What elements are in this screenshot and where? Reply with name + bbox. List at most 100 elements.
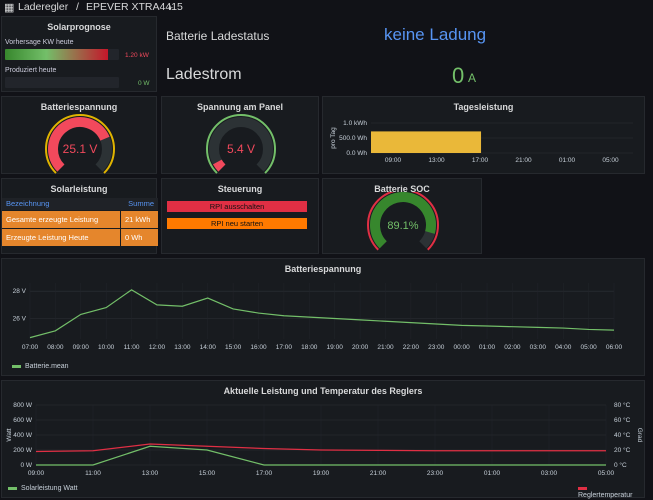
x-tick-label: 18:00 [301,344,318,351]
y-tick-label: 800 W [13,402,33,409]
x-tick-label: 23:00 [428,344,445,351]
dashboard-title[interactable]: EPEVER XTRA4415 [86,1,183,13]
y-tick-label: 1.0 kWh [343,120,367,127]
legend-swatch [578,486,587,490]
status-value: keine Ladung [384,25,487,44]
panel-leistung-temperatur: Aktuelle Leistung und Temperatur des Reg… [1,380,645,499]
gauge-threshold-ring [45,114,115,174]
table-cell: Gesamte erzeugte Leistung [2,209,121,228]
panel-batteriespannung-timeseries: Batteriespannung 07:00 08:00 09:00 10:00 11:… [1,258,645,376]
x-tick-label: 13:00 [142,470,159,477]
apps-icon[interactable]: ▦ [4,2,15,14]
x-tick-label: 04:00 [555,344,572,351]
panel-tagesleistung: Tagesleistung 1.0 kWh 500.0 Wh 0.0 Wh 09:00… [322,96,645,174]
y-tick-label-right: 0 °C [614,461,627,469]
x-tick-label: 19:00 [327,344,344,351]
table-cell: 0 Wh [120,227,158,246]
y-tick-label: 0 W [20,462,32,469]
panel-voltage-gauge: 5.4 V [206,114,276,174]
x-tick-label: 09:00 [73,344,90,351]
x-tick-label: 01:00 [484,470,501,477]
y-axis-label-right: Grad [636,428,643,443]
x-tick-label: 13:00 [428,157,445,164]
gauge-value-arc [370,192,436,249]
panel-spannung-panel: Spannung am Panel 5.4 V [161,96,319,174]
x-tick-label: 13:00 [174,344,191,351]
produced-value: 0 W [138,80,150,87]
x-tick-label: 02:00 [504,344,521,351]
series-line [29,289,615,339]
x-tick-label: 07:00 [22,344,39,351]
y-tick-label: 400 W [13,432,33,439]
legend-item[interactable]: Reglertemperatur [578,485,644,499]
y-axis-label: pro Tag [330,127,337,149]
rpi-restart-button[interactable]: RPI neu starten [167,218,307,229]
panel-batteriespannung: Batteriespannung 25.1 V [1,96,157,174]
panel-title: Tagesleistung [453,102,514,112]
daily-energy-bar [371,131,482,153]
battery-soc-gauge: 89.1% [367,192,439,251]
legend-label: Reglertemperatur [578,492,633,499]
table-cell: Erzeugte Leistung Heute [2,227,121,246]
battery-voltage-timeseries: 07:00 08:00 09:00 10:00 11:00 12:00 13:00 14:00… [13,283,623,351]
x-tick-label: 14:00 [200,344,217,351]
ladestrom-unit: A [468,71,477,85]
legend-label: Solarleistung Watt [21,485,78,492]
legend-swatch [8,486,17,490]
ladestrom-label: Ladestrom [166,66,242,83]
panel-title: Batteriespannung [284,264,362,274]
gauge-value-arc [48,117,110,172]
legend-label: Batterie.mean [25,363,69,370]
table-row: Erzeugte Leistung Heute 0 Wh [2,227,158,246]
x-tick-label: 17:00 [472,157,489,164]
x-tick-label: 17:00 [276,344,293,351]
gauge-value-text: 5.4 V [227,142,255,156]
breadcrumb-separator: / [76,1,79,13]
y-tick-label: 0.0 Wh [346,150,367,157]
x-tick-label: 08:00 [47,344,64,351]
forecast-label: Vorhersage KW heute [5,39,74,46]
x-tick-label: 09:00 [385,157,402,164]
x-tick-label: 21:00 [515,157,532,164]
column-header-bezeichnung[interactable]: Bezeichnung [6,199,50,209]
panel-solarleistung: Solarleistung Bezeichnung Summe Gesamte … [1,178,158,254]
x-tick-label: 00:00 [454,344,471,351]
panel-title: Spannung am Panel [196,102,283,112]
series-line [36,445,606,466]
power-temperature-timeseries: 09:00 11:00 13:00 15:00 17:00 19:00 21:00 23:00… [6,401,643,477]
forecast-bar [5,49,119,60]
y-tick-label: 600 W [13,417,33,424]
panel-title: Solarprognose [47,22,111,32]
x-tick-label: 05:00 [598,470,615,477]
share-icon[interactable]: ⨨ [168,2,174,12]
x-tick-label: 11:00 [85,470,101,477]
x-tick-label: 12:00 [149,344,166,351]
x-tick-label: 09:00 [28,470,45,477]
x-tick-label: 01:00 [479,344,496,351]
table-cell: 21 kWh [120,209,158,228]
gauge-value-text: 25.1 V [63,142,98,156]
legend-item[interactable]: Solarleistung Watt [8,485,78,492]
y-tick-label: 26 V [13,316,27,323]
rpi-shutdown-button[interactable]: RPI ausschalten [167,201,307,212]
y-tick-label-right: 80 °C [614,401,631,409]
series-line [35,443,606,453]
gauge-track [209,117,273,172]
x-tick-label: 05:00 [602,157,619,164]
y-tick-label-right: 20 °C [614,446,631,454]
gauge-value-arc [212,159,226,172]
y-axis-label-left: Watt [6,428,13,441]
column-header-summe[interactable]: Summe [128,199,154,209]
panel-title: Batterie SOC [374,184,430,194]
x-tick-label: 03:00 [530,344,547,351]
panel-title: Solarleistung [50,184,108,194]
x-tick-label: 03:00 [541,470,558,477]
legend-item[interactable]: Batterie.mean [12,363,69,370]
x-tick-label: 01:00 [559,157,576,164]
x-tick-label: 21:00 [370,470,387,477]
y-tick-label: 28 V [13,288,27,295]
breadcrumb-folder[interactable]: Laderegler [18,1,69,13]
x-tick-label: 05:00 [580,344,597,351]
panel-title: Aktuelle Leistung und Temperatur des Reg… [223,386,423,396]
x-tick-label: 19:00 [313,470,330,477]
